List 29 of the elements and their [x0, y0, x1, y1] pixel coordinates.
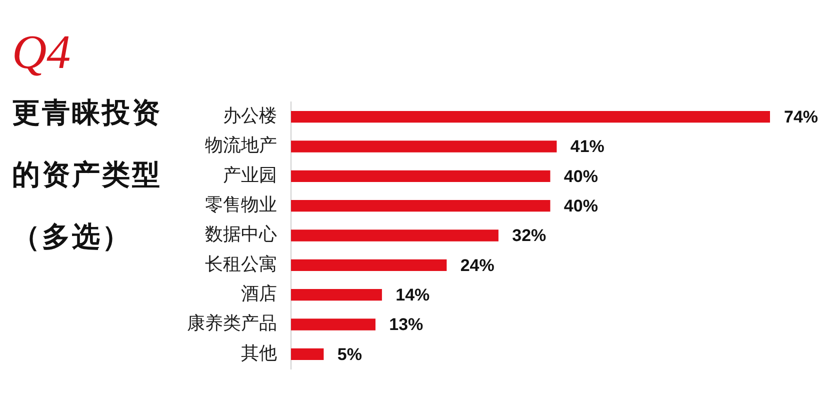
data-label: 40%: [564, 166, 598, 186]
data-label: 74%: [784, 108, 818, 127]
data-label: 40%: [564, 196, 598, 216]
data-label: 13%: [389, 315, 424, 334]
data-label: 24%: [460, 256, 494, 275]
data-label: 5%: [337, 344, 362, 364]
y-tick-label: 康养类产品: [187, 313, 277, 334]
bar: [291, 200, 550, 212]
data-label: 41%: [570, 137, 604, 156]
y-tick-label: 物流地产: [205, 135, 277, 156]
y-tick-label: 酒店: [241, 284, 277, 305]
y-tick-label: 办公楼: [223, 106, 277, 127]
bar: [291, 318, 376, 330]
bar: [291, 289, 382, 301]
y-tick-label: 其他: [241, 342, 277, 364]
data-label: 32%: [512, 226, 546, 246]
y-tick-label: 长租公寓: [205, 254, 277, 275]
bar: [291, 140, 557, 152]
y-tick-label: 数据中心: [205, 224, 277, 246]
text: 更青睐投资的资产类型（多选）: [12, 95, 163, 255]
chart-title: Q4: [12, 26, 71, 79]
bar: [291, 348, 324, 360]
data-label: 14%: [396, 286, 430, 305]
bar: [291, 170, 550, 182]
y-tick-label: 产业园: [223, 164, 277, 186]
bar: [291, 230, 498, 242]
y-tick-label: 零售物业: [205, 194, 277, 216]
bar: [291, 259, 447, 271]
bar: [291, 111, 770, 123]
